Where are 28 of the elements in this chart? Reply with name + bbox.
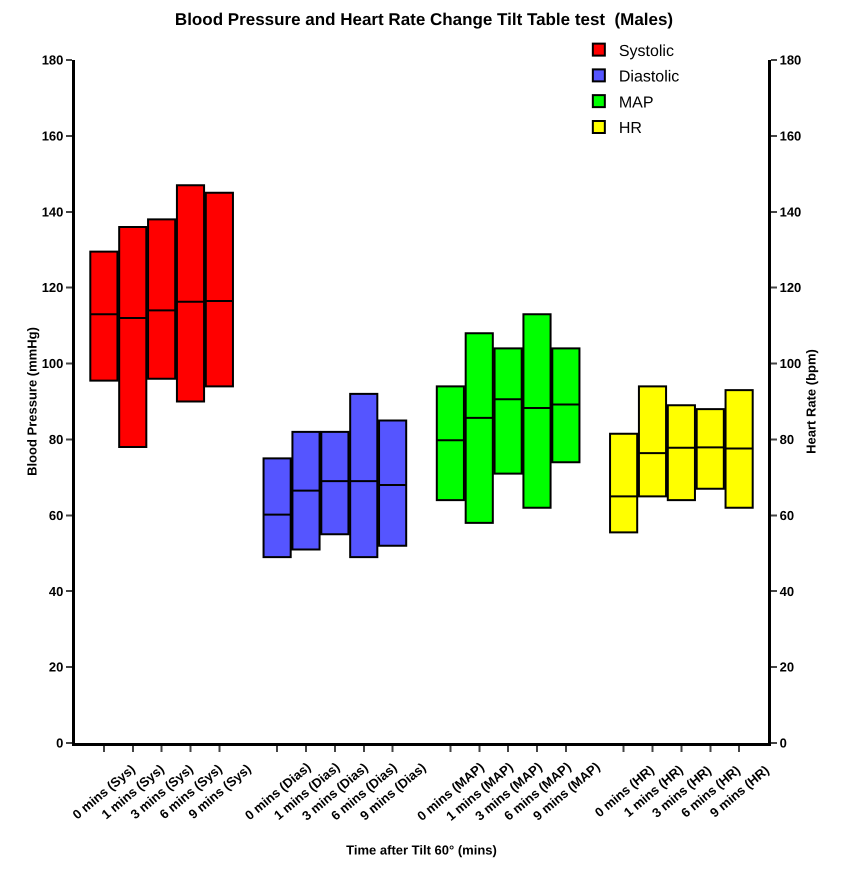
y2-tick-label: 0 — [780, 736, 787, 751]
y-tick-label: 180 — [42, 52, 64, 68]
y-tick-label: 140 — [42, 204, 64, 220]
y2-tick-label: 40 — [780, 584, 794, 599]
y2-axis-title: Heart Rate (bpm) — [803, 349, 818, 454]
y-tick-label: 40 — [48, 584, 64, 599]
y-tick-label: 100 — [42, 356, 64, 372]
y2-tick-label: 180 — [780, 52, 802, 68]
y2-tick-label: 120 — [780, 280, 802, 296]
y2-tick-label: 160 — [780, 128, 802, 144]
y-tick-label: 0 — [56, 736, 64, 751]
legend-label: Systolic — [618, 42, 674, 60]
legend-label: HR — [618, 120, 642, 138]
y2-tick-label: 140 — [780, 204, 802, 220]
y2-tick-label: 80 — [780, 432, 794, 447]
y-tick-label: 160 — [42, 128, 64, 144]
y-axis-title: Blood Pressure (mmHg) — [24, 327, 40, 476]
x-axis-title: Time after Tilt 60° (mins) — [346, 842, 497, 858]
y-tick-label: 80 — [48, 432, 64, 447]
legend-label: MAP — [618, 94, 654, 112]
y2-tick-label: 100 — [780, 356, 802, 372]
legend-label: Diastolic — [618, 68, 680, 86]
y2-tick-label: 20 — [780, 660, 794, 675]
y2-tick-label: 60 — [780, 508, 794, 523]
y-tick-label: 60 — [48, 508, 64, 523]
chart-title: Blood Pressure and Heart Rate Change Tilt Table test (Males) — [174, 10, 674, 29]
y-tick-label: 120 — [42, 280, 64, 296]
y-tick-label: 20 — [48, 660, 64, 675]
